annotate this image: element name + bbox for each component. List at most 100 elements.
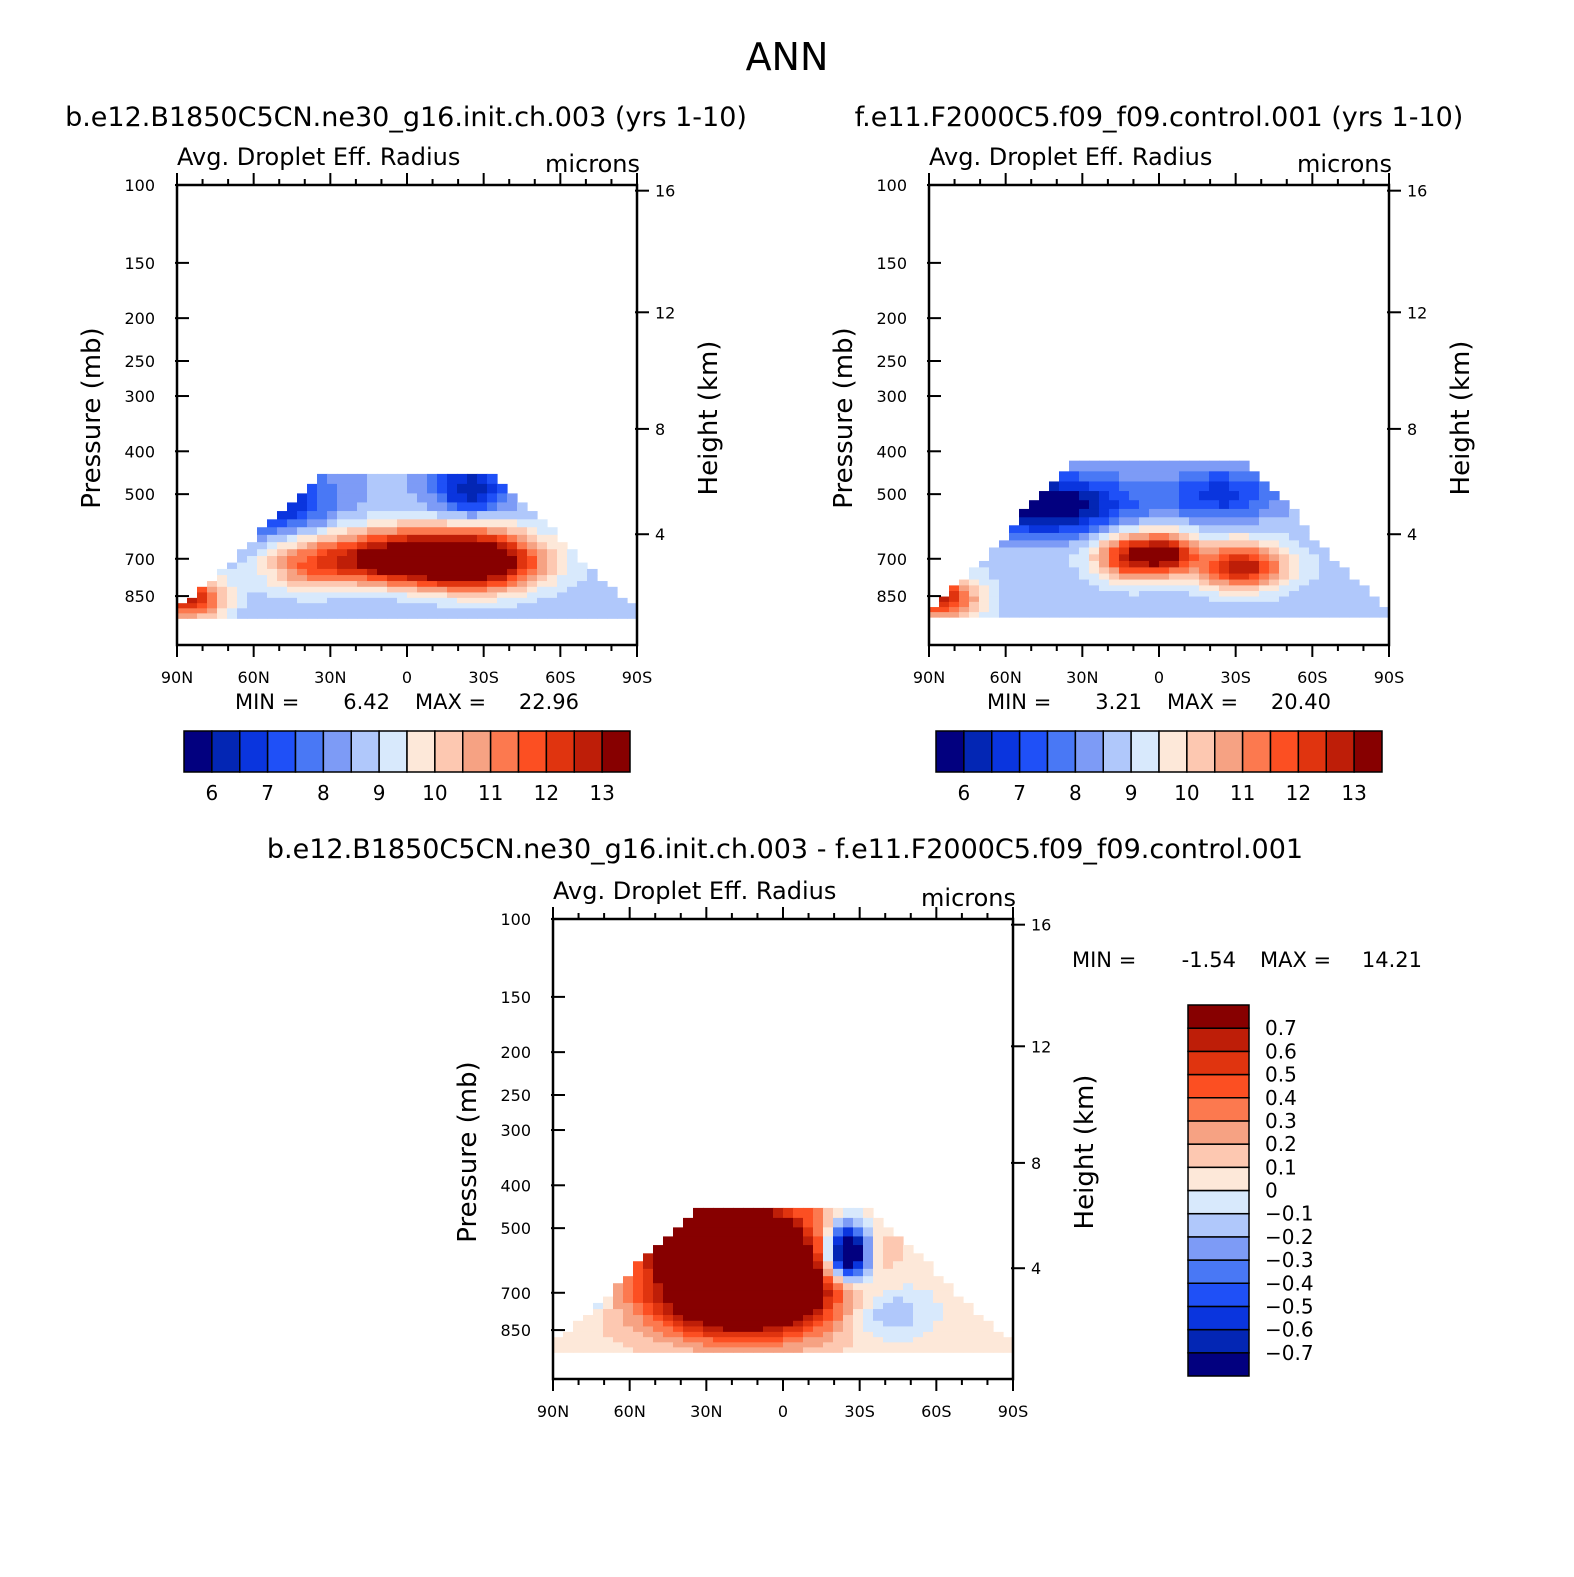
panel-1-field-cell [437,597,448,604]
panel-3-field-cell [913,1261,924,1270]
panel-2-field-cell [1049,601,1060,608]
panel-1-field-cell [177,608,188,614]
panel-2-field-cell [1309,596,1320,603]
panel-2-field-cell [1319,601,1330,608]
panel-1-field-cell [407,502,418,512]
panel-2-field-cell [1249,573,1260,581]
panel-1-lat-tick-label: 90S [622,668,653,687]
panel-1-field-cell [597,597,608,604]
panel-2-field-cell [1329,596,1340,603]
panel-2-field-cell [1189,596,1200,603]
panel-1-lat-tick-label: 0 [402,668,412,687]
panel-2-variable-label: Avg. Droplet Eff. Radius [929,143,1212,171]
panel-3-field-cell [693,1342,704,1348]
panel-2-field-cell [1139,554,1150,562]
panel-1-field-cell [507,542,518,550]
panel-3-field-cell [993,1342,1004,1348]
panel-2-field-cell [1119,607,1130,613]
panel-1-field-cell [437,527,448,536]
panel-2-field-cell [1169,460,1180,472]
panel-2-field-cell [1249,607,1260,613]
panel-1-field-cell [387,473,398,485]
panel-2-field-cell [1039,601,1050,608]
panel-2-field-cell [1089,471,1100,483]
panel-2-field-cell [1229,532,1240,541]
panel-3-field-cell [903,1342,914,1348]
panel-3-field-cell [803,1302,814,1310]
panel-1-field-cell [317,613,328,619]
panel-1-field-cell [317,581,328,588]
panel-1-field-cell [467,502,478,512]
panel-3-field-cell [643,1326,654,1333]
panel-3-field-cell [763,1302,774,1310]
panel-1-field-cell [217,613,228,619]
panel-2-field-cell [1079,500,1090,510]
panel-1-field-cell [447,519,458,528]
panel-1-field-cell [307,581,318,588]
panel-2-field-cell [1059,540,1070,549]
panel-3-field-cell [653,1276,664,1284]
panel-1-field-cell [487,556,498,564]
panel-2-field-cell [1239,591,1250,598]
panel-2-field-cell [1009,560,1020,568]
panel-3-field-cell [723,1347,734,1353]
panel-2-field-cell [1259,573,1270,581]
panel-2-field-cell [1309,560,1320,568]
panel-1-field-cell [497,483,508,494]
panel-3-field-cell [623,1342,634,1348]
panel-2-field-cell [1249,532,1260,541]
panel-1-field-cell [507,581,518,588]
panel-2-field-cell [1179,612,1190,618]
panel-2-field-cell [1189,471,1200,483]
panel-1-field-cell [257,581,268,588]
panel-3-field-cell [803,1290,814,1298]
panel-1-field-cell [297,581,308,588]
panel-1-field-cell [437,542,448,550]
panel-3-field-cell [773,1276,784,1284]
panel-3-field-cell [673,1331,684,1338]
panel-1-field-cell [477,542,488,550]
panel-3-field-cell [793,1342,804,1348]
panel-1-field-cell [267,592,278,599]
panel-3-field-cell [743,1217,754,1228]
panel-3-field-cell [923,1276,934,1284]
panel-2-field-cell [1199,596,1210,603]
panel-2-field-cell [1269,547,1280,555]
panel-2-field-cell [1159,508,1170,518]
panel-2-field-cell [989,560,1000,568]
panel-2-field-cell [1219,471,1230,483]
panel-1-pressure-tick-label: 850 [124,587,155,606]
panel-1-field-cell [517,613,528,619]
panel-1-field-cell [427,534,438,543]
panel-2-field-cell [1059,481,1070,492]
panel-1-field-cell [267,562,278,570]
panel-2-field-cell [1299,601,1310,608]
panel-3-field-cell [843,1217,854,1228]
panel-3-field-cell [783,1276,794,1284]
panel-2-max-value: 20.40 [1271,690,1331,714]
panel-1-field-cell [517,549,528,557]
panel-1-field-cell [357,502,368,512]
panel-2-field-cell [1069,601,1080,608]
panel-3-field-cell [693,1320,704,1328]
panel-1-field-cell [457,581,468,588]
panel-1-field-cell [317,519,328,528]
panel-2-field-cell [1109,554,1120,562]
panel-2-lat-tick-label: 60S [1297,668,1328,687]
panel-3-field-cell [693,1268,704,1277]
panel-2-field-cell [1029,517,1040,526]
panel-2-field-cell [1129,471,1140,483]
panel-1-field-cell [297,534,308,543]
panel-3-field-cell [713,1253,724,1262]
panel-2-field-cell [1359,612,1370,618]
panel-1-field-cell [217,586,228,594]
panel-3-contour-field [553,1207,1014,1353]
panel-1-field-cell [617,603,628,609]
panel-2-field-cell [1259,532,1270,541]
panel-2-field-cell [1219,585,1230,592]
panel-3-field-cell [703,1347,714,1353]
panel-1-field-cell [547,527,558,536]
panel-2-field-cell [1109,500,1120,510]
panel-2-field-cell [1339,591,1350,598]
